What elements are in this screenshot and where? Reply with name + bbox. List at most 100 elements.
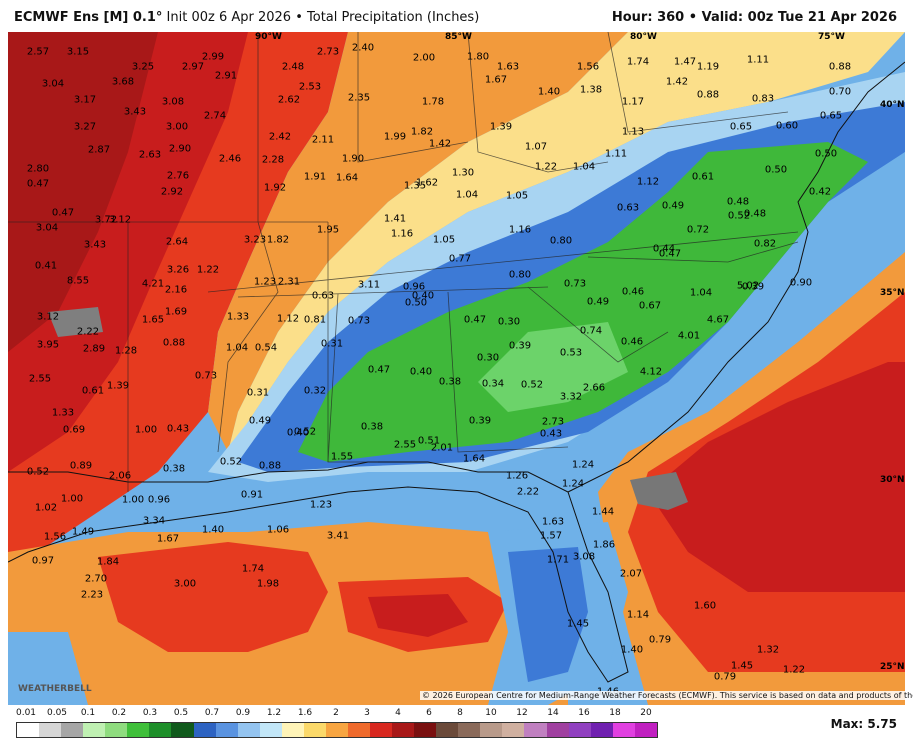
- precip-value-label: 1.92: [263, 182, 287, 194]
- precip-value-label: 1.49: [71, 526, 95, 538]
- lon-label: 85°W: [445, 32, 472, 42]
- max-value: Max: 5.75: [831, 717, 897, 731]
- precip-value-label: 1.86: [592, 539, 616, 551]
- hour-value: 360: [657, 10, 685, 25]
- precip-value-label: 1.67: [156, 533, 180, 545]
- copyright-notice: © 2026 European Centre for Medium-Range …: [420, 691, 913, 700]
- precipitation-map[interactable]: 90°W 85°W 80°W 75°W 40°N 35°N 30°N 25°N …: [8, 32, 905, 705]
- precip-value-label: 1.62: [415, 177, 439, 189]
- precip-value-label: 2.55: [28, 373, 52, 385]
- legend-tick: 8: [457, 708, 463, 718]
- precip-value-label: 0.52: [727, 210, 751, 222]
- legend-swatch: [347, 723, 370, 737]
- precip-value-label: 3.11: [357, 279, 381, 291]
- degree-symbol: °: [155, 10, 163, 25]
- precip-value-label: 3.12: [36, 311, 60, 323]
- max-number: 5.75: [867, 717, 897, 731]
- precip-value-label: 0.80: [508, 269, 532, 281]
- precip-value-label: 0.88: [828, 61, 852, 73]
- legend-swatch: [303, 723, 326, 737]
- precip-value-label: 0.32: [303, 385, 327, 397]
- precip-value-label: 0.50: [764, 164, 788, 176]
- precip-value-label: 1.11: [746, 54, 770, 66]
- precip-value-label: 1.45: [730, 660, 754, 672]
- legend-swatch: [105, 723, 128, 737]
- precip-value-label: 2.31: [277, 276, 301, 288]
- precip-value-label: 2.40: [351, 42, 375, 54]
- precip-value-label: 8.55: [66, 275, 90, 287]
- precip-value-label: 0.39: [741, 281, 765, 293]
- precip-value-label: 0.82: [753, 238, 777, 250]
- precip-value-label: 1.00: [121, 494, 145, 506]
- legend-tick: 6: [426, 708, 432, 718]
- precip-value-label: 1.57: [539, 530, 563, 542]
- legend-swatch: [612, 723, 635, 737]
- precip-value-label: 2.16: [164, 284, 188, 296]
- precip-value-label: 1.45: [566, 618, 590, 630]
- precip-value-label: 1.04: [455, 189, 479, 201]
- hour-bullet: •: [688, 10, 698, 25]
- precip-value-label: 2.07: [619, 568, 643, 580]
- legend-swatch: [436, 723, 459, 737]
- precip-value-label: 0.50: [814, 148, 838, 160]
- legend-swatch: [259, 723, 282, 737]
- precip-value-label: 0.96: [147, 494, 171, 506]
- lat-label: 30°N: [880, 475, 905, 485]
- precip-value-label: 2.99: [201, 51, 225, 63]
- precip-value-label: 2.63: [138, 149, 162, 161]
- precip-value-label: 3.08: [161, 96, 185, 108]
- legend-swatch: [83, 723, 106, 737]
- precip-value-label: 0.54: [254, 342, 278, 354]
- precip-value-label: 0.41: [34, 260, 58, 272]
- precip-value-label: 1.24: [561, 478, 585, 490]
- precip-value-label: 0.46: [621, 286, 645, 298]
- precip-value-label: 2.23: [80, 589, 104, 601]
- precip-value-label: 0.38: [360, 421, 384, 433]
- precip-value-label: 1.13: [621, 126, 645, 138]
- precip-value-label: 0.43: [539, 428, 563, 440]
- precip-value-label: 1.07: [524, 141, 548, 153]
- precip-value-label: 0.43: [166, 423, 190, 435]
- color-legend: 0.01 0.05 0.1 0.2 0.3 0.5 0.7 0.9 1.2 1.6 2 3 4 6 8 10 1…: [15, 708, 658, 746]
- precip-value-label: 3.08: [572, 551, 596, 563]
- precip-value-label: 0.65: [729, 121, 753, 133]
- precip-value-label: 1.17: [621, 96, 645, 108]
- precip-value-label: 1.16: [508, 224, 532, 236]
- precip-value-label: 2.70: [84, 573, 108, 585]
- precip-value-label: 1.05: [432, 234, 456, 246]
- legend-swatch: [39, 723, 62, 737]
- legend-tick: 0.01: [15, 708, 37, 718]
- precip-value-label: 3.68: [111, 76, 135, 88]
- lat-label: 35°N: [880, 288, 905, 298]
- legend-tick: 0.9: [235, 708, 251, 718]
- legend-swatch: [590, 723, 613, 737]
- precip-value-label: 2.22: [516, 486, 540, 498]
- precip-value-label: 2.73: [316, 46, 340, 58]
- precip-value-label: 2.74: [203, 110, 227, 122]
- precip-value-label: 3.23: [243, 234, 267, 246]
- legend-swatch: [281, 723, 304, 737]
- legend-tick: 18: [609, 708, 621, 718]
- precip-value-label: 0.52: [26, 466, 50, 478]
- precip-value-label: 1.82: [410, 126, 434, 138]
- precip-value-label: 2.64: [165, 236, 189, 248]
- precip-value-label: 1.04: [225, 342, 249, 354]
- legend-tick: 1.2: [266, 708, 282, 718]
- precip-value-label: 1.60: [693, 600, 717, 612]
- precip-value-label: 1.33: [51, 407, 75, 419]
- precip-value-label: 3.32: [559, 391, 583, 403]
- precip-value-label: 1.71: [546, 554, 570, 566]
- precip-value-label: 0.40: [411, 290, 435, 302]
- precip-value-label: 2.06: [108, 470, 132, 482]
- precip-value-label: 2.92: [160, 186, 184, 198]
- precip-value-label: 1.64: [335, 172, 359, 184]
- legend-tick: 14: [547, 708, 559, 718]
- precip-value-label: 0.67: [638, 300, 662, 312]
- legend-swatch: [634, 723, 657, 737]
- legend-tick: 3: [364, 708, 370, 718]
- precip-value-label: 2.91: [214, 70, 238, 82]
- precip-value-label: 1.99: [383, 131, 407, 143]
- precip-value-label: 1.98: [256, 578, 280, 590]
- precip-value-label: 0.30: [497, 316, 521, 328]
- precip-value-label: 1.63: [541, 516, 565, 528]
